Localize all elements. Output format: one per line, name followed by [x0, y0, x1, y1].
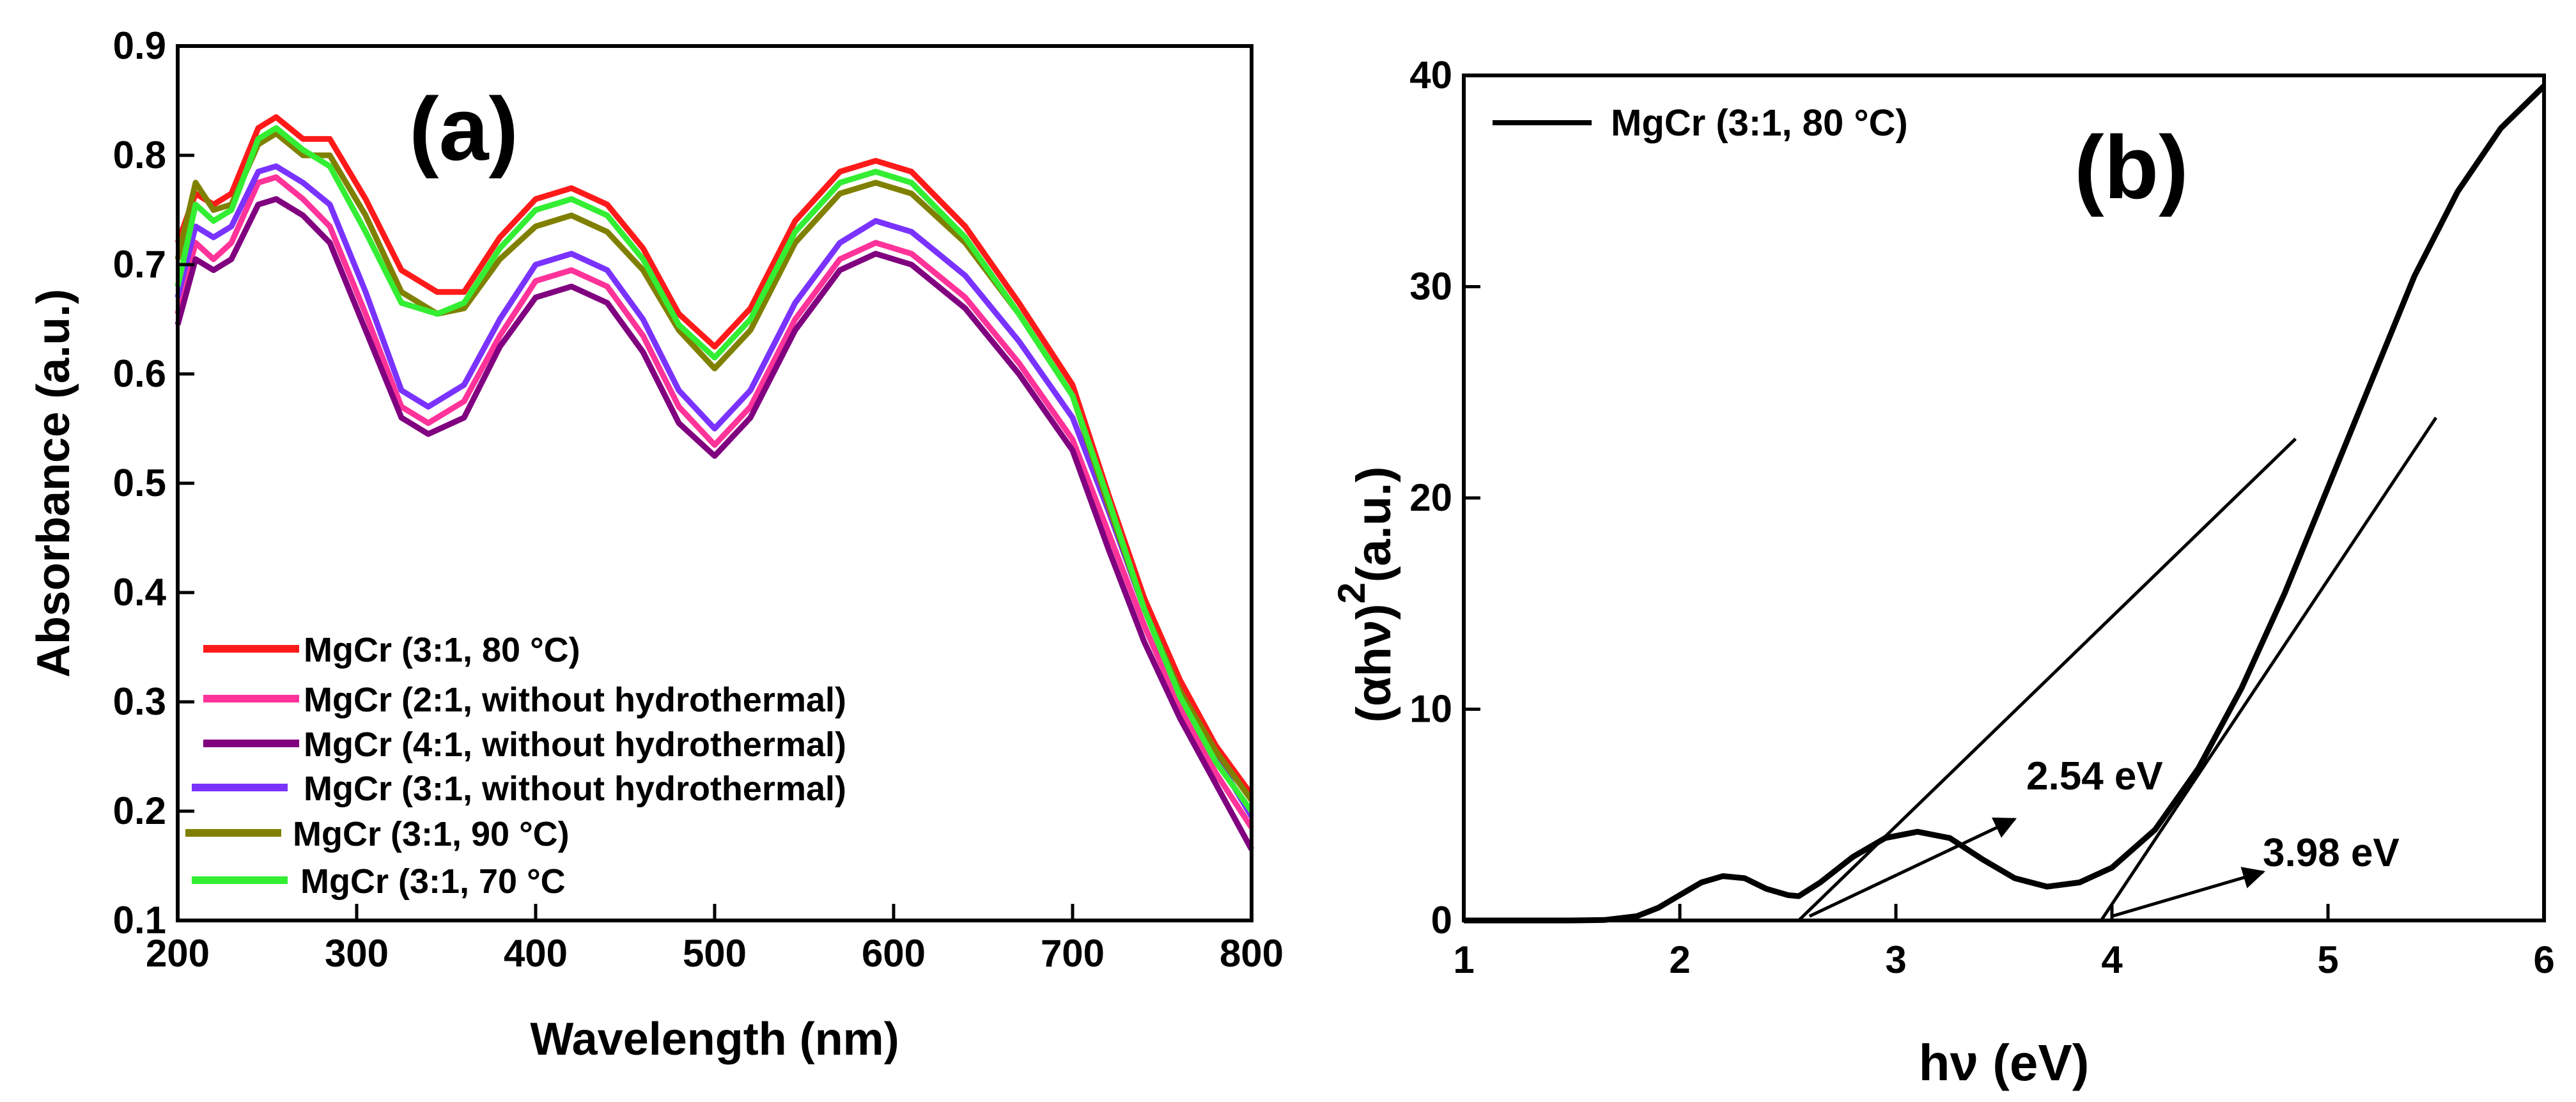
panel-b-y-tick-label-5: 40: [1409, 54, 1452, 97]
panel-b-x-tick-label-3: 3: [1885, 938, 1906, 981]
panel-a-y-axis-label: Absorbance (a.u.): [28, 289, 79, 678]
panel-a-legend-label-3: MgCr (4:1, without hydrothermal): [304, 726, 846, 764]
panel-a-y-tick-label-8: 0.8: [113, 134, 166, 176]
panel-b-series-line-1: [1464, 84, 2547, 924]
panel-a-label: (a): [409, 79, 518, 179]
panel-b-annotations: 2.54 eV 3.98 eV: [1808, 754, 2400, 918]
panel-a-y-tick-label-9: 0.9: [113, 24, 166, 67]
panel-a-y-tick-label-4: 0.4: [113, 571, 167, 614]
panel-b-y-axis-label: (αhν)2(a.u.): [1330, 467, 1401, 723]
panel-a-series-line-1: [175, 114, 1254, 796]
panel-b-x-tick-label-5: 5: [2317, 938, 2338, 981]
panel-b-y-tick-label-3: 20: [1409, 476, 1452, 519]
panel-b-y-label-main: (αhν): [1347, 603, 1401, 722]
panel-a-series-line-3: [175, 196, 1254, 851]
panel-a-legend-label-1: MgCr (3:1, 80 °C): [304, 631, 580, 669]
panel-b-x-tick-label-4: 4: [2101, 938, 2123, 981]
panel-a-legend-label-4: MgCr (3:1, without hydrothermal): [304, 770, 846, 808]
panel-a-y-tick-label-5: 0.5: [113, 462, 166, 504]
panel-b-annotation-label-1: 2.54 eV: [2026, 754, 2163, 798]
panel-a-legend-label-5: MgCr (3:1, 90 °C): [293, 815, 570, 853]
panel-a-y-tick-label-6: 0.6: [113, 352, 166, 395]
panel-a-legend-label-6: MgCr (3:1, 70 °C: [300, 862, 566, 901]
panel-a-legend: MgCr (3:1, 80 °C) MgCr (2:1, without hydr…: [185, 631, 846, 901]
panel-b-annotation-arrow-1: [1808, 818, 2017, 918]
panel-b-x-tick-label-1: 1: [1453, 938, 1474, 981]
panel-a-series-line-2: [175, 174, 1254, 830]
panel-b-tangent-2-line: [2100, 417, 2438, 922]
panel-a: (a) 200 300 400 500 600 700 800 0.1 0.2 0.3 0.4 0.5…: [28, 24, 1284, 1065]
panel-a-x-tick-label-4: 500: [683, 932, 747, 975]
panel-a-series-line-4: [175, 163, 1254, 818]
panel-a-x-tick-label-5: 600: [862, 932, 926, 975]
svg-text:(αhν)2(a.u.): (αhν)2(a.u.): [1330, 467, 1401, 723]
panel-a-series-line-6: [175, 125, 1254, 813]
panel-b-y-tick-label-4: 30: [1409, 265, 1452, 308]
panel-a-y-tick-label-7: 0.7: [113, 243, 166, 286]
panel-b-annotation-arrow-2: [2111, 867, 2265, 918]
panel-a-x-tick-label-7: 800: [1220, 932, 1284, 975]
panel-b-x-tick-label-2: 2: [1669, 938, 1690, 981]
panel-a-ticks: 200 300 400 500 600 700 800 0.1 0.2 0.3 0.4 0.5 0.6 0…: [113, 24, 1284, 975]
panel-b-legend: MgCr (3:1, 80 °C): [1493, 102, 1908, 144]
panel-a-x-tick-label-1: 200: [146, 932, 210, 975]
panel-b-y-label-sup: 2: [1330, 582, 1373, 603]
panel-b-y-tick-label-2: 10: [1409, 688, 1452, 731]
panel-a-y-tick-label-3: 0.3: [113, 680, 166, 723]
panel-a-x-tick-label-2: 300: [325, 932, 389, 975]
panel-b-tangent-1-line: [1797, 437, 2297, 922]
panel-b-x-axis-label: hν (eV): [1919, 1034, 2090, 1091]
panel-a-y-tick-label-1: 0.1: [113, 899, 166, 942]
panel-a-x-tick-label-3: 400: [504, 932, 568, 975]
panel-b-x-tick-label-6: 6: [2533, 938, 2554, 981]
panel-b-y-label-unit: (a.u.): [1347, 467, 1401, 583]
panel-b-label: (b): [2074, 117, 2189, 217]
panel-a-x-axis-label: Wavelength (nm): [530, 1014, 899, 1065]
panel-a-legend-label-2: MgCr (2:1, without hydrothermal): [304, 681, 846, 719]
panel-a-x-tick-label-6: 700: [1041, 932, 1105, 975]
panel-b-y-tick-label-1: 0: [1431, 899, 1452, 942]
panel-b-ticks: 1 2 3 4 5 6 0 10 20 30 40: [1409, 54, 2554, 981]
panel-a-series-group: [175, 114, 1254, 851]
panel-b-legend-label-1: MgCr (3:1, 80 °C): [1611, 102, 1908, 144]
panel-b-series-group: [1464, 84, 2547, 924]
panel-b-annotation-label-2: 3.98 eV: [2263, 831, 2400, 875]
panel-a-y-tick-label-2: 0.2: [113, 789, 166, 832]
